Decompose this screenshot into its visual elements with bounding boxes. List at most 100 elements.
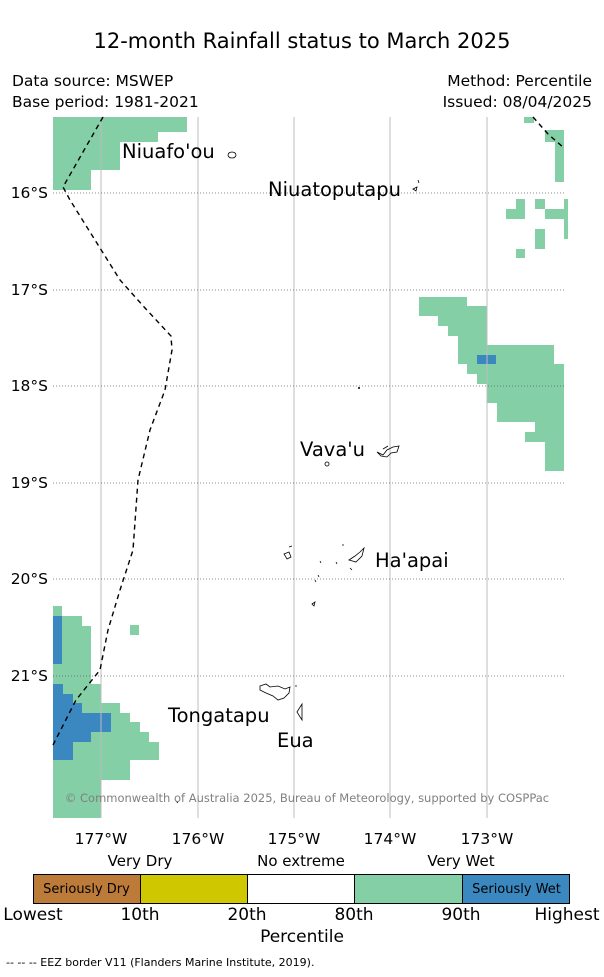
- method-label: Method: Percentile: [447, 72, 592, 90]
- very-wet-cell: [555, 142, 564, 182]
- legend-box-label: Seriously Wet: [472, 881, 561, 897]
- very-wet-cell: [467, 364, 564, 374]
- very-wet-cell: [506, 209, 525, 219]
- legend-category-very-wet: Very Wet: [427, 852, 495, 870]
- legend-tick-lowest: Lowest: [3, 905, 63, 925]
- islet: [324, 461, 330, 467]
- very-wet-cell: [458, 345, 554, 364]
- legend-category-no-extreme: No extreme: [257, 852, 345, 870]
- very-wet-cell: [497, 403, 564, 422]
- latitude-labels: 16°S 17°S 18°S 19°S 20°S 21°S: [11, 184, 48, 685]
- haapai-islet: [311, 601, 316, 607]
- legend-box-very-dry: [140, 874, 247, 904]
- very-wet-cell: [535, 229, 545, 249]
- very-wet-cell: [53, 142, 120, 170]
- very-wet-cell: [545, 442, 564, 471]
- eez-border-west: [52, 116, 173, 746]
- lat-label-18s: 18°S: [11, 377, 48, 395]
- legend-box-seriously-wet: Seriously Wet: [462, 874, 570, 904]
- lon-label-175w: 175°W: [268, 830, 321, 848]
- tongatapu-island: [259, 683, 297, 701]
- very-wet-cell: [525, 432, 564, 442]
- seriously-wet-cell: [53, 732, 91, 742]
- very-wet-cell: [477, 374, 564, 384]
- place-vavau: Vava'u: [300, 438, 365, 461]
- niuafoou-island: [227, 151, 237, 159]
- vavau-island: [376, 445, 400, 458]
- very-wet-cell: [438, 316, 487, 326]
- very-wet-cell: [429, 306, 487, 316]
- very-wet-cell: [564, 199, 568, 239]
- legend-box-very-wet: [354, 874, 462, 904]
- seriously-wet-cell: [53, 703, 82, 713]
- very-wet-cell: [53, 760, 130, 780]
- islet: [358, 387, 360, 389]
- very-wet-cell: [535, 422, 564, 432]
- very-wet-cell: [448, 326, 487, 336]
- lon-label-173w: 173°W: [461, 830, 514, 848]
- island-outlines: [175, 151, 420, 804]
- issued-date-label: Issued: 08/04/2025: [442, 93, 592, 111]
- place-haapai: Ha'apai: [375, 549, 449, 572]
- eez-border-northeast: [532, 116, 565, 149]
- very-wet-cell: [555, 364, 564, 374]
- gridlines: [53, 117, 564, 818]
- haapai-islands: [314, 544, 365, 583]
- legend-tick-10th: 10th: [120, 905, 160, 925]
- very-wet-cell: [545, 130, 564, 142]
- place-niuafoou: Niuafo'ou: [122, 140, 215, 163]
- eez-border-note: -- -- -- EEZ border V11 (Flanders Marine…: [6, 956, 315, 969]
- legend-box-seriously-dry: Seriously Dry: [33, 874, 140, 904]
- lon-label-177w: 177°W: [75, 830, 128, 848]
- seriously-wet-cell: [53, 684, 63, 694]
- legend-tick-highest: Highest: [534, 905, 600, 925]
- seriously-wet-cell: [53, 616, 62, 664]
- place-eua: Eua: [277, 729, 314, 752]
- very-wet-cell: [53, 132, 158, 142]
- very-wet-cell: [53, 703, 120, 713]
- legend-tick-20th: 20th: [227, 905, 267, 925]
- haapai-islet: [283, 545, 293, 560]
- longitude-labels: 177°W 176°W 175°W 174°W 173°W: [75, 830, 514, 848]
- lon-label-174w: 174°W: [364, 830, 417, 848]
- very-wet-cell: [524, 117, 534, 123]
- data-source-label: Data source: MSWEP: [12, 72, 174, 90]
- place-niuatoputapu: Niuatoputapu: [268, 178, 401, 201]
- eua-island: [296, 702, 303, 722]
- very-wet-cell: [130, 625, 139, 635]
- very-wet-cell: [516, 199, 525, 209]
- place-tongatapu: Tongatapu: [167, 704, 270, 727]
- very-wet-cell: [535, 199, 545, 209]
- seriously-wet-cell: [53, 742, 73, 760]
- lat-label-21s: 21°S: [11, 667, 48, 685]
- percentile-axis-label: Percentile: [260, 927, 344, 947]
- lat-label-17s: 17°S: [11, 281, 48, 299]
- very-wet-cell: [53, 117, 187, 132]
- very-wet-cell: [487, 384, 564, 403]
- base-period-label: Base period: 1981-2021: [12, 93, 199, 111]
- copyright-notice: © Commonwealth of Australia 2025, Bureau…: [65, 791, 549, 805]
- seriously-wet-cell: [53, 694, 73, 704]
- legend-tick-80th: 80th: [334, 905, 374, 925]
- niuatoputapu-island: [412, 179, 420, 192]
- legend-box-label: Seriously Dry: [43, 881, 130, 897]
- islet: [175, 800, 179, 804]
- very-wet-cell: [53, 780, 101, 818]
- legend-category-very-dry: Very Dry: [107, 852, 173, 870]
- very-wet-cell: [545, 209, 564, 219]
- very-wet-cell: [53, 616, 82, 626]
- very-wet-cell: [53, 606, 62, 616]
- legend-box-no-extreme: [247, 874, 354, 904]
- lon-label-176w: 176°W: [172, 830, 225, 848]
- place-labels: Niuafo'ou Niuatoputapu Vava'u Ha'apai To…: [122, 140, 449, 752]
- wet-cells-layer: [53, 117, 568, 818]
- very-wet-cell: [53, 170, 91, 190]
- map-title: 12-month Rainfall status to March 2025: [93, 29, 511, 53]
- lat-label-16s: 16°S: [11, 184, 48, 202]
- very-wet-cell: [53, 742, 159, 760]
- very-wet-cell: [516, 249, 525, 258]
- legend-tick-90th: 90th: [441, 905, 481, 925]
- lat-label-19s: 19°S: [11, 474, 48, 492]
- lat-label-20s: 20°S: [11, 570, 48, 588]
